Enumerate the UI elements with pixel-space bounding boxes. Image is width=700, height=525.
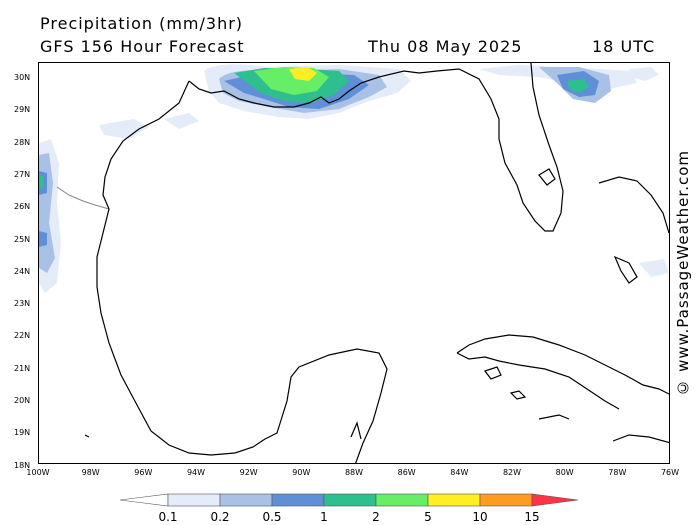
legend-label: 1 xyxy=(320,510,328,524)
credit-text: © www.PassageWeather.com xyxy=(674,150,692,397)
longitude-label: 78W xyxy=(608,468,627,477)
latitude-label: 23N xyxy=(14,299,31,309)
legend-label: 10 xyxy=(472,510,488,524)
legend-label: 15 xyxy=(524,510,540,524)
legend-label: 0.5 xyxy=(262,510,282,524)
legend-cell xyxy=(219,493,273,507)
longitude-label: 90W xyxy=(292,468,311,477)
latitude-label: 27N xyxy=(14,169,31,179)
legend-cell xyxy=(427,493,481,507)
map-svg xyxy=(39,63,669,463)
map-title: Precipitation (mm/3hr) xyxy=(40,14,244,33)
legend-label: 0.1 xyxy=(158,510,178,524)
latitude-label: 26N xyxy=(14,202,31,212)
latitude-label: 18N xyxy=(14,460,31,470)
latitude-label: 24N xyxy=(14,266,31,276)
latitude-label: 22N xyxy=(14,331,31,341)
longitude-label: 100W xyxy=(26,468,50,477)
longitude-label: 82W xyxy=(502,468,522,477)
longitude-label: 94W xyxy=(186,468,206,477)
legend-arrow-low xyxy=(119,493,169,507)
forecast-time: 18 UTC xyxy=(592,37,656,56)
forecast-date: Thu 08 May 2025 xyxy=(368,37,523,56)
map-area xyxy=(38,62,670,464)
legend-cell xyxy=(167,493,221,507)
longitude-label: 76W xyxy=(660,468,680,477)
legend-cell xyxy=(479,493,533,507)
legend-cell xyxy=(323,493,377,507)
longitude-label: 96W xyxy=(134,468,153,477)
forecast-subtitle: GFS 156 Hour Forecast xyxy=(40,37,245,56)
latitude-label: 21N xyxy=(14,363,31,373)
legend-cell xyxy=(375,493,429,507)
precipitation-field xyxy=(39,64,669,293)
longitude-label: 84W xyxy=(450,468,469,477)
longitude-label: 86W xyxy=(397,468,416,477)
precipitation-color-legend xyxy=(119,493,579,507)
legend-arrow-high xyxy=(531,493,579,507)
longitude-label: 98W xyxy=(81,468,100,477)
longitude-label: 80W xyxy=(555,468,574,477)
us-mexico-border xyxy=(56,186,110,210)
legend-cell xyxy=(271,493,325,507)
legend-label: 0.2 xyxy=(210,510,230,524)
longitude-label: 88W xyxy=(344,468,364,477)
longitude-label: 92W xyxy=(239,468,258,477)
latitude-label: 25N xyxy=(14,234,31,244)
latitude-label: 20N xyxy=(14,396,31,405)
latitude-label: 30N xyxy=(14,73,31,82)
latitude-label: 19N xyxy=(14,428,31,438)
latitude-label: 29N xyxy=(14,105,31,115)
legend-label: 2 xyxy=(372,510,380,524)
coastlines xyxy=(84,63,669,463)
legend-label: 5 xyxy=(424,510,432,524)
latitude-label: 28N xyxy=(14,137,31,147)
